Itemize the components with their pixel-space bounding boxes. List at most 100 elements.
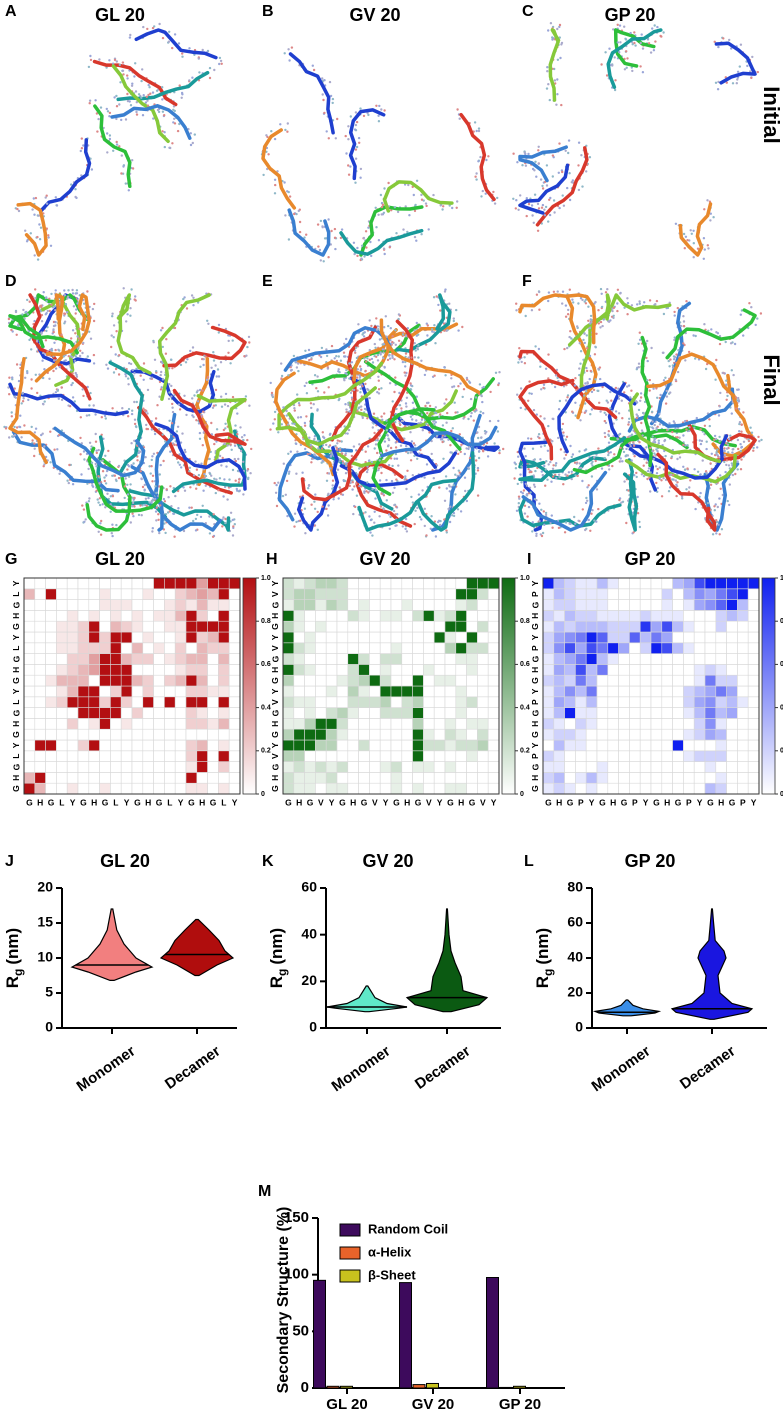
atom [96,498,99,501]
atom [410,356,413,359]
atom [17,379,21,383]
atom [389,429,392,433]
atom [668,365,671,368]
atom [736,78,739,81]
atom [420,359,423,362]
atom [317,245,320,248]
atom [39,226,43,229]
atom [660,479,663,482]
atom [113,96,116,99]
atom [115,523,118,527]
atom [280,362,283,365]
atom [355,494,359,497]
atom [174,494,177,498]
atom [344,479,347,483]
atom [283,181,286,184]
atom [458,117,461,120]
atom [202,363,205,367]
atom [393,486,396,489]
atom [237,457,240,461]
atom [393,206,397,209]
atom [46,326,49,329]
atom [556,376,559,380]
atom [162,459,165,463]
atom [517,361,520,364]
atom [547,291,551,294]
atom [663,439,666,443]
atom [364,450,367,453]
atom [316,408,319,411]
atom [724,470,727,474]
atom [758,440,761,443]
atom [273,178,277,181]
atom [451,206,454,210]
atom [404,352,408,355]
atom [108,111,112,115]
atom [405,444,408,448]
atom [536,202,540,206]
atom [585,369,589,373]
atom [657,439,660,442]
atom [120,154,124,157]
atom [545,164,549,167]
atom [576,474,579,478]
atom [514,207,517,210]
atom [693,426,696,429]
atom [725,459,729,462]
atom [728,483,731,486]
atom [45,300,48,303]
atom [709,483,713,486]
atom [524,164,528,167]
atom [279,123,282,126]
atom [192,415,195,419]
atom [163,114,166,117]
atom [198,71,201,74]
atom [566,313,570,316]
atom [676,370,680,374]
atom [537,347,541,351]
atom [362,114,366,118]
atom [739,443,742,446]
atom [664,454,667,458]
atom [597,367,600,371]
atom [141,504,144,507]
atom [367,226,370,229]
atom [388,357,392,360]
atom [50,347,53,351]
atom [456,200,459,203]
atom [352,512,355,516]
atom [378,479,382,482]
atom [443,435,447,438]
atom [462,417,465,420]
atom [595,332,598,335]
atom [156,108,160,112]
atom [129,314,132,317]
atom [371,488,374,491]
atom [131,512,134,515]
atom [77,337,81,340]
atom [413,356,416,359]
atom [549,460,552,464]
strand [34,293,67,383]
atom [703,248,706,251]
atom [287,472,291,475]
atom [220,405,224,408]
atom [34,427,38,430]
atom [539,415,542,418]
atom [232,525,235,528]
atom [349,367,352,370]
atom [738,65,741,68]
atom [592,388,596,392]
atom [617,387,620,390]
atom [635,475,638,479]
atom [724,340,727,344]
atom [323,237,327,240]
atom [625,447,628,451]
atom [388,354,391,357]
atom [44,313,47,316]
atom [351,481,354,484]
atom [576,325,579,328]
atom [82,302,86,305]
atom [157,110,161,114]
atom [189,349,192,353]
